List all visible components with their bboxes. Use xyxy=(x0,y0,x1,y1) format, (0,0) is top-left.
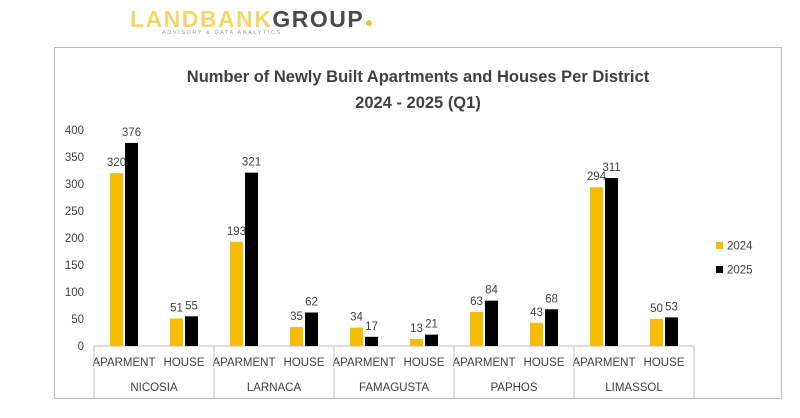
category-label: HOUSE xyxy=(164,357,205,369)
bar-2024-1 xyxy=(170,318,183,346)
data-label-2024-6: 63 xyxy=(470,296,483,308)
group-label-paphos: PAPHOS xyxy=(490,382,537,394)
data-label-2024-3: 35 xyxy=(290,311,303,323)
category-label: APARMENT xyxy=(92,357,155,369)
bar-2025-9 xyxy=(665,317,678,346)
bar-2025-7 xyxy=(545,309,558,346)
logo-dot-icon xyxy=(366,20,373,26)
bar-2025-8 xyxy=(605,178,618,346)
group-label-nicosia: NICOSIA xyxy=(130,382,178,394)
category-label: HOUSE xyxy=(644,357,685,369)
chart-title: Number of Newly Built Apartments and Hou… xyxy=(186,68,650,86)
y-tick-label: 0 xyxy=(78,341,84,353)
data-label-2025-2: 321 xyxy=(242,157,261,169)
bar-2025-5 xyxy=(425,334,438,346)
y-tick-label: 300 xyxy=(65,179,84,191)
chart-subtitle: 2024 - 2025 (Q1) xyxy=(355,94,481,112)
y-tick-label: 100 xyxy=(65,287,84,299)
logo-brand-landbank: LANDBANK xyxy=(130,6,273,32)
bar-2024-5 xyxy=(410,338,423,346)
data-label-2024-9: 50 xyxy=(650,303,663,315)
category-label: APARMENT xyxy=(452,357,515,369)
data-label-2025-7: 68 xyxy=(545,293,558,305)
y-tick-label: 50 xyxy=(71,314,84,326)
data-label-2025-1: 55 xyxy=(185,300,198,312)
bar-2024-7 xyxy=(530,322,543,346)
group-label-limassol: LIMASSOL xyxy=(605,382,663,394)
group-label-larnaca: LARNACA xyxy=(247,382,302,394)
data-label-2024-0: 320 xyxy=(107,157,126,169)
bar-2025-1 xyxy=(185,316,198,346)
data-label-2025-5: 21 xyxy=(425,319,438,331)
group-label-famagusta: FAMAGUSTA xyxy=(359,382,429,394)
category-label: APARMENT xyxy=(212,357,275,369)
y-tick-label: 250 xyxy=(65,206,84,218)
bar-2025-2 xyxy=(245,172,258,346)
data-label-2025-8: 311 xyxy=(602,162,620,174)
logo-wordmark: LANDBANKGROUP xyxy=(130,6,373,33)
bar-2025-3 xyxy=(305,312,318,346)
data-label-2025-9: 53 xyxy=(665,301,678,313)
data-label-2024-2: 193 xyxy=(227,226,246,238)
bar-2024-0 xyxy=(110,173,123,346)
chart-frame xyxy=(54,47,782,399)
bar-2024-4 xyxy=(350,327,363,346)
data-label-2024-1: 51 xyxy=(170,302,183,314)
bar-2024-8 xyxy=(590,187,603,346)
y-tick-label: 200 xyxy=(65,233,84,245)
bar-2024-6 xyxy=(470,311,483,346)
company-logo: LANDBANKGROUP ADVISORY & DATA ANALYTICS xyxy=(130,6,390,36)
category-label: HOUSE xyxy=(404,357,445,369)
data-label-2025-0: 376 xyxy=(122,127,141,139)
data-label-2024-7: 43 xyxy=(530,307,543,319)
bar-2024-2 xyxy=(230,241,243,346)
category-label: APARMENT xyxy=(572,357,635,369)
logo-tagline: ADVISORY & DATA ANALYTICS xyxy=(162,30,282,36)
bar-2025-6 xyxy=(485,300,498,346)
data-label-2025-6: 84 xyxy=(485,285,498,297)
bar-2025-4 xyxy=(365,336,378,346)
legend-swatch-2025 xyxy=(716,266,723,273)
data-label-2025-4: 17 xyxy=(365,321,378,333)
bar-2025-0 xyxy=(125,142,138,346)
data-label-2025-3: 62 xyxy=(305,297,318,309)
data-label-2024-8: 294 xyxy=(587,171,607,183)
data-label-2024-4: 34 xyxy=(350,312,363,324)
category-label: APARMENT xyxy=(332,357,395,369)
data-label-2024-5: 13 xyxy=(410,323,423,335)
bar-2024-3 xyxy=(290,327,303,346)
category-label: HOUSE xyxy=(524,357,565,369)
y-tick-label: 150 xyxy=(65,260,84,272)
y-tick-label: 400 xyxy=(65,125,84,137)
y-tick-label: 350 xyxy=(65,152,84,164)
legend-label-2025: 2025 xyxy=(727,265,753,277)
legend-swatch-2024 xyxy=(716,242,723,249)
legend-label-2024: 2024 xyxy=(727,241,753,253)
bar-2024-9 xyxy=(650,319,663,346)
category-label: HOUSE xyxy=(284,357,325,369)
logo-brand-group: GROUP xyxy=(272,6,365,32)
